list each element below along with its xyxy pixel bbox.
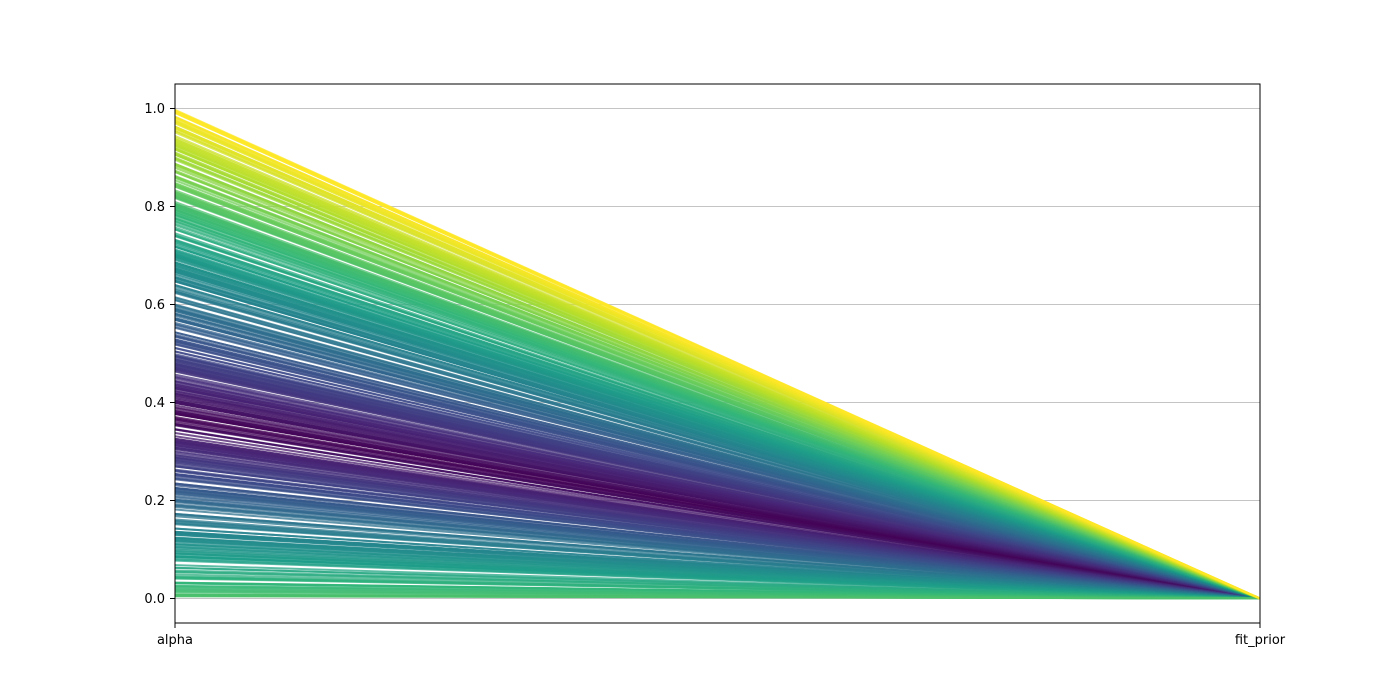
y-tick-label: 0.2 (144, 494, 165, 509)
y-tick-label: 1.0 (144, 102, 165, 117)
y-tick-label: 0.0 (144, 592, 165, 607)
series-line (175, 111, 1260, 600)
y-axis-ticks: 0.0 0.2 0.4 0.6 0.8 1.0 (144, 102, 175, 607)
data-lines (175, 108, 1260, 600)
axis-label-fit-prior: fit_prior (1235, 633, 1286, 648)
series-line (175, 595, 1260, 600)
y-tick-label: 0.6 (144, 298, 165, 313)
y-tick-label: 0.8 (144, 200, 165, 215)
y-tick-label: 0.4 (144, 396, 165, 411)
axis-label-alpha: alpha (157, 633, 193, 648)
